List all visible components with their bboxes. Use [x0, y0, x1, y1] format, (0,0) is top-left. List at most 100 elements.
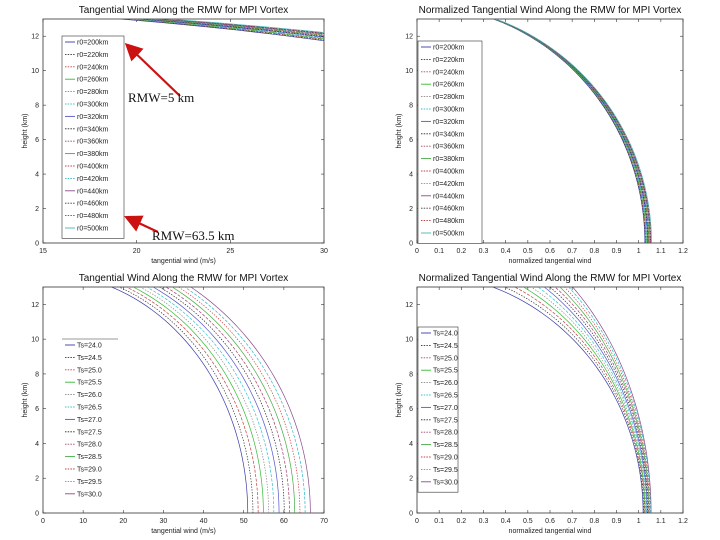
legend-entry-tl: r0=300km — [77, 102, 108, 109]
series-group-bl — [111, 287, 311, 513]
y-tick-label-tl: 8 — [35, 103, 39, 110]
series-line-br-10 — [564, 287, 651, 513]
legend-entry-tl: r0=360km — [77, 139, 108, 146]
legend-entry-tl: r0=440km — [77, 188, 108, 195]
y-tick-label-tr: 2 — [409, 206, 413, 213]
x-tick-label-bl: 40 — [200, 518, 208, 525]
legend-entry-br: Ts=27.5 — [433, 417, 458, 424]
x-tick-label-tl: 15 — [39, 248, 47, 255]
arrow-rmw-top — [124, 42, 181, 97]
chart-title-tl: Tangential Wind Along the RMW for MPI Vo… — [79, 5, 289, 16]
legend-entry-tl: r0=380km — [77, 151, 108, 158]
legend-entry-tl: r0=500km — [77, 226, 108, 233]
y-tick-label-tr: 12 — [405, 34, 413, 41]
x-tick-label-tl: 30 — [320, 248, 328, 255]
plot-frame-bl — [42, 286, 325, 514]
legend-entry-bl: Ts=28.0 — [77, 442, 102, 449]
plot-frame-br — [416, 286, 684, 514]
legend-entry-bl: Ts=28.5 — [77, 454, 102, 461]
x-tick-label-tr: 0.8 — [589, 248, 599, 255]
y-tick-label-tr: 6 — [409, 137, 413, 144]
x-axis-label-bl: tangential wind (m/s) — [151, 528, 216, 535]
x-tick-label-br: 0.7 — [567, 518, 577, 525]
y-tick-label-br: 0 — [409, 511, 413, 518]
y-tick-label-tl: 10 — [31, 68, 39, 75]
x-tick-label-tr: 1.2 — [678, 248, 688, 255]
x-tick-label-tr: 0.4 — [501, 248, 511, 255]
series-group-br — [492, 287, 652, 513]
legend-box-tl — [61, 35, 125, 239]
chart-title-br: Normalized Tangential Wind Along the RMW… — [419, 273, 682, 284]
x-tick-label-bl: 20 — [119, 518, 127, 525]
y-tick-label-tl: 6 — [35, 137, 39, 144]
x-tick-label-tr: 1 — [637, 248, 641, 255]
x-tick-label-br: 0.3 — [479, 518, 489, 525]
legend-entry-bl: Ts=24.0 — [77, 343, 102, 350]
x-tick-label-bl: 10 — [79, 518, 87, 525]
series-line-br-5 — [537, 287, 647, 513]
x-tick-label-br: 0.2 — [456, 518, 466, 525]
series-line-br-11 — [568, 287, 651, 513]
panel-br: 0 0.1 0.2 0.3 0.4 0.5 0.6 0.7 0.8 0.9 1 1.1 1.2 0 2 4 6 8… — [396, 273, 688, 535]
legend-entry-tl: r0=220km — [77, 52, 108, 59]
y-tick-label-bl: 10 — [31, 337, 39, 344]
x-tick-label-bl: 70 — [320, 518, 328, 525]
x-tick-label-br: 1.1 — [656, 518, 666, 525]
legend-entry-tr: r0=340km — [433, 131, 464, 138]
legend-entry-br: Ts=26.0 — [433, 380, 458, 387]
series-line-bl-9 — [172, 287, 296, 513]
legend-entry-br: Ts=28.0 — [433, 430, 458, 437]
series-line-bl-1 — [118, 287, 254, 513]
x-tick-label-tr: 0.5 — [523, 248, 533, 255]
series-line-bl-4 — [139, 287, 269, 513]
legend-entry-tr: r0=360km — [433, 144, 464, 151]
legend-entry-tl: r0=340km — [77, 126, 108, 133]
series-group-tr — [493, 19, 652, 243]
y-tick-label-tl: 2 — [35, 206, 39, 213]
panel-tr: 0 0.1 0.2 0.3 0.4 0.5 0.6 0.7 0.8 0.9 1 1.1 1.2 0 2 4 6 8… — [396, 5, 688, 265]
legend-entry-tr: r0=200km — [433, 45, 464, 52]
legend-entry-tl: r0=280km — [77, 89, 108, 96]
y-tick-label-bl: 8 — [35, 371, 39, 378]
legend-entry-br: Ts=29.0 — [433, 455, 458, 462]
legend-entry-br: Ts=30.0 — [433, 479, 458, 486]
series-line-bl-6 — [153, 287, 280, 513]
series-line-tr-15 — [495, 19, 652, 243]
series-line-br-8 — [554, 287, 649, 513]
series-line-bl-11 — [184, 287, 306, 513]
legend-entry-br: Ts=28.5 — [433, 442, 458, 449]
x-tick-label-tl: 25 — [226, 248, 234, 255]
x-tick-label-br: 0.8 — [589, 518, 599, 525]
legend-entry-tr: r0=480km — [433, 218, 464, 225]
legend-entry-bl: Ts=29.0 — [77, 467, 102, 474]
x-tick-label-bl: 60 — [280, 518, 288, 525]
legend-entry-tr: r0=320km — [433, 119, 464, 126]
x-tick-label-bl: 0 — [41, 518, 45, 525]
annotations-tl: RMW=5 km RMW=63.5 km — [124, 42, 234, 243]
legend-entry-br: Ts=25.5 — [433, 368, 458, 375]
chart-title-bl: Tangential Wind Along the RMW for MPI Vo… — [79, 273, 289, 284]
x-tick-label-bl: 50 — [240, 518, 248, 525]
legend-entry-bl: Ts=25.5 — [77, 380, 102, 387]
legend-entry-bl: Ts=27.5 — [77, 429, 102, 436]
legend-box-tr — [417, 40, 483, 244]
x-tick-label-tr: 1.1 — [656, 248, 666, 255]
x-tick-label-tl: 20 — [133, 248, 141, 255]
x-tick-label-tr: 0.1 — [434, 248, 444, 255]
legend-entry-tl: r0=460km — [77, 201, 108, 208]
x-tick-label-br: 0.5 — [523, 518, 533, 525]
legend-entry-tr: r0=500km — [433, 231, 464, 238]
legend-entry-bl: Ts=29.5 — [77, 479, 102, 486]
legend-entry-bl: Ts=25.0 — [77, 367, 102, 374]
arrow-rmw-bottom — [124, 215, 159, 233]
series-line-bl-0 — [111, 287, 249, 513]
series-line-br-1 — [504, 287, 645, 513]
y-axis-label-tl: height (km) — [22, 113, 29, 148]
annotation-rmw-63: RMW=63.5 km — [152, 228, 234, 243]
x-tick-label-bl: 30 — [160, 518, 168, 525]
y-tick-label-tl: 0 — [35, 241, 39, 248]
legend-entry-bl: Ts=30.0 — [77, 491, 102, 498]
series-line-br-3 — [523, 287, 646, 513]
series-line-br-0 — [492, 287, 644, 513]
